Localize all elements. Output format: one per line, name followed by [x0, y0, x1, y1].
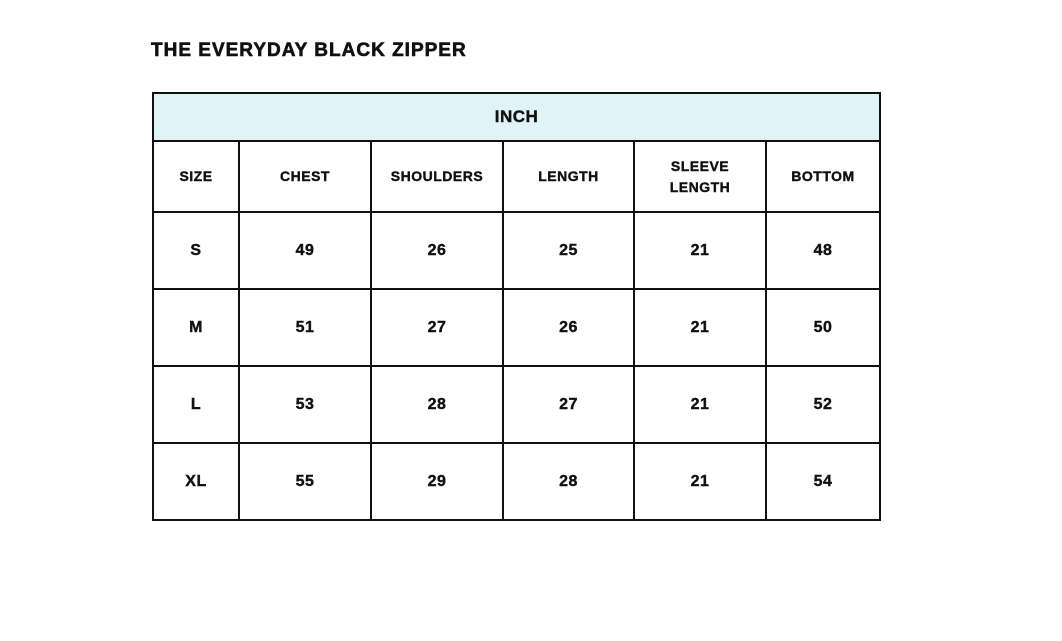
size-chart-table: INCH SIZE CHEST SHOULDERS LENGTH SLEEVE …: [152, 92, 881, 521]
cell: 27: [370, 288, 504, 367]
cell: 52: [765, 365, 881, 444]
unit-band-header: INCH: [152, 92, 881, 142]
cell: 26: [370, 211, 504, 290]
cell: 53: [238, 365, 372, 444]
cell: XL: [152, 442, 240, 521]
column-header: BOTTOM: [765, 140, 881, 213]
cell: M: [152, 288, 240, 367]
column-header: SLEEVE LENGTH: [633, 140, 767, 213]
table-row: S 49 26 25 21 48: [152, 211, 881, 290]
cell: 21: [633, 442, 767, 521]
cell: 21: [633, 365, 767, 444]
column-header: SHOULDERS: [370, 140, 504, 213]
page-title: THE EVERYDAY BLACK ZIPPER: [151, 40, 467, 62]
cell: 26: [502, 288, 635, 367]
column-header: SIZE: [152, 140, 240, 213]
column-header-row: SIZE CHEST SHOULDERS LENGTH SLEEVE LENGT…: [152, 140, 881, 213]
cell: 28: [502, 442, 635, 521]
cell: 21: [633, 211, 767, 290]
column-header-text: SLEEVE LENGTH: [669, 157, 731, 195]
cell: 55: [238, 442, 372, 521]
cell: 27: [502, 365, 635, 444]
cell: L: [152, 365, 240, 444]
cell: 29: [370, 442, 504, 521]
cell: S: [152, 211, 240, 290]
table-row: L 53 28 27 21 52: [152, 365, 881, 444]
column-header: LENGTH: [502, 140, 635, 213]
cell: 21: [633, 288, 767, 367]
cell: 49: [238, 211, 372, 290]
table-row: XL 55 29 28 21 54: [152, 442, 881, 521]
cell: 28: [370, 365, 504, 444]
table-row: M 51 27 26 21 50: [152, 288, 881, 367]
cell: 25: [502, 211, 635, 290]
cell: 50: [765, 288, 881, 367]
cell: 54: [765, 442, 881, 521]
cell: 48: [765, 211, 881, 290]
column-header: CHEST: [238, 140, 372, 213]
cell: 51: [238, 288, 372, 367]
